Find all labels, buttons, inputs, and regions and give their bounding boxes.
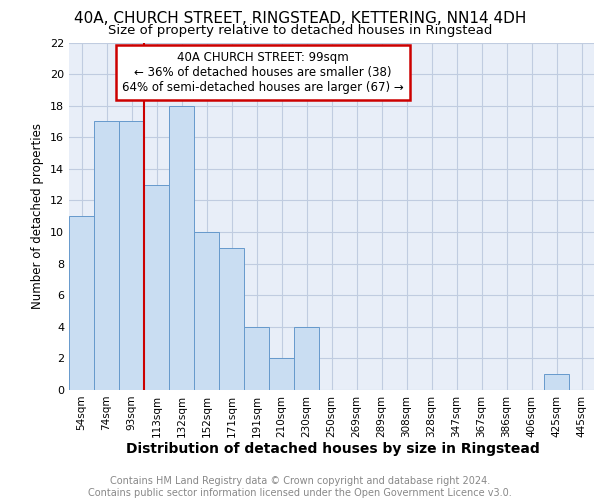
Bar bbox=[269, 358, 294, 390]
Bar bbox=[544, 374, 569, 390]
Bar bbox=[144, 184, 169, 390]
Bar bbox=[94, 122, 119, 390]
Y-axis label: Number of detached properties: Number of detached properties bbox=[31, 123, 44, 309]
Text: 40A, CHURCH STREET, RINGSTEAD, KETTERING, NN14 4DH: 40A, CHURCH STREET, RINGSTEAD, KETTERING… bbox=[74, 11, 526, 26]
Text: Distribution of detached houses by size in Ringstead: Distribution of detached houses by size … bbox=[126, 442, 540, 456]
Bar bbox=[244, 327, 269, 390]
Bar bbox=[169, 106, 194, 390]
Text: 40A CHURCH STREET: 99sqm
← 36% of detached houses are smaller (38)
64% of semi-d: 40A CHURCH STREET: 99sqm ← 36% of detach… bbox=[122, 51, 404, 94]
Bar bbox=[119, 122, 144, 390]
Text: Contains HM Land Registry data © Crown copyright and database right 2024.
Contai: Contains HM Land Registry data © Crown c… bbox=[88, 476, 512, 498]
Bar bbox=[194, 232, 219, 390]
Bar bbox=[69, 216, 94, 390]
Text: Size of property relative to detached houses in Ringstead: Size of property relative to detached ho… bbox=[108, 24, 492, 37]
Bar bbox=[294, 327, 319, 390]
Bar bbox=[219, 248, 244, 390]
